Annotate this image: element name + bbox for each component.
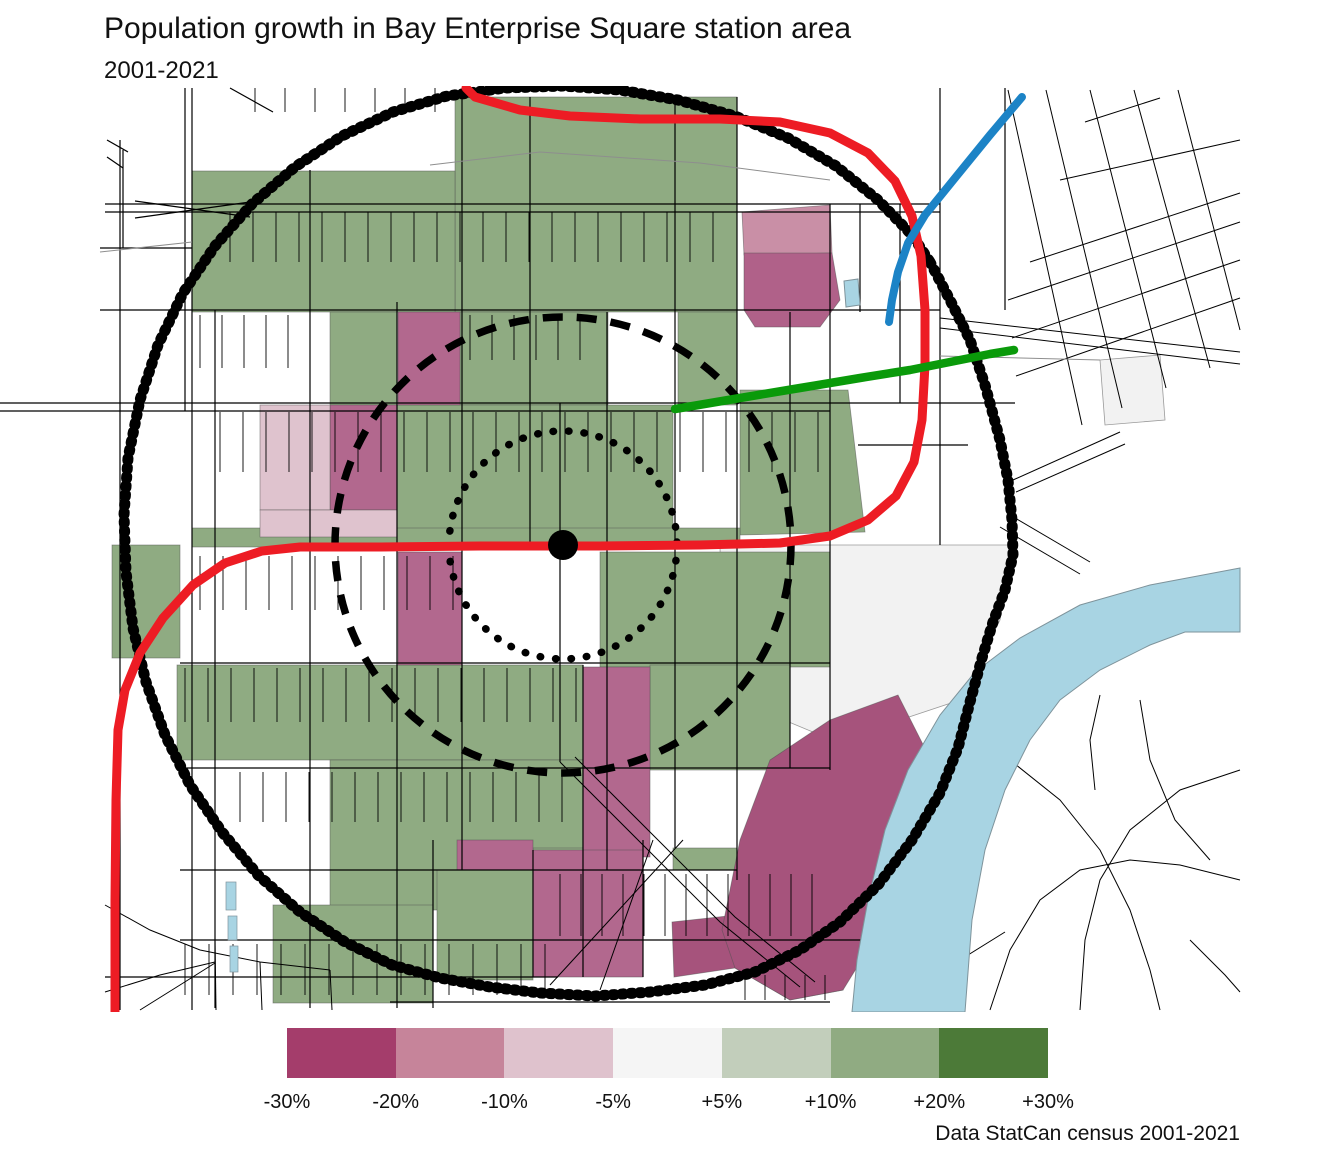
street (329, 969, 333, 1011)
street (1012, 431, 1121, 481)
tract-growth (329, 311, 398, 406)
street (1029, 192, 1241, 263)
street (1133, 89, 1211, 369)
tract-boundary (429, 151, 831, 181)
street (1007, 221, 1241, 301)
tract-decline (743, 252, 841, 328)
street (574, 756, 816, 983)
legend-swatch-bin-+10-+20 (830, 1028, 940, 1078)
tract-growth (459, 311, 609, 406)
tract-flat (1099, 354, 1166, 426)
street (1015, 443, 1126, 493)
tract-growth (672, 847, 738, 871)
street (1189, 939, 1241, 993)
legend-swatch-bin--10--5 (504, 1028, 614, 1078)
street (989, 859, 1241, 1011)
pond (843, 278, 861, 308)
tract-growth (599, 551, 831, 668)
tract-growth (436, 869, 534, 981)
tract-growth (649, 664, 791, 771)
tract-boundary (99, 241, 193, 253)
legend-tick-label: +10% (804, 1091, 857, 1113)
tract-growth (739, 389, 866, 536)
street (1007, 89, 1083, 426)
tract-decline (259, 509, 398, 538)
river (851, 567, 1241, 1012)
street (134, 201, 251, 219)
legend-tick-label: +20% (913, 1091, 966, 1113)
street (1059, 139, 1241, 181)
legend-swatch-bin--5-+5 (613, 1028, 722, 1078)
street (104, 904, 331, 971)
street (259, 961, 263, 1011)
street (1009, 514, 1091, 563)
street (1011, 259, 1241, 339)
tract-growth (176, 664, 584, 761)
tract-decline (532, 849, 644, 978)
street (104, 961, 216, 993)
map-layers (0, 86, 1244, 1012)
legend-tick-label: -5% (595, 1091, 631, 1113)
legend-color-bar (287, 1028, 1048, 1078)
street (549, 839, 684, 986)
legend-swatch-bin-+5-+10 (721, 1028, 831, 1078)
street (599, 839, 654, 991)
legend-tick-label: +30% (1022, 1091, 1074, 1113)
street (106, 156, 124, 169)
data-source-caption: Data StatCan census 2001-2021 (935, 1122, 1240, 1145)
tract-decline (456, 839, 534, 871)
street (1177, 89, 1241, 331)
stream (229, 945, 239, 973)
street (939, 327, 1241, 365)
street (1089, 694, 1101, 791)
street (139, 962, 216, 1011)
street (559, 761, 801, 988)
walkshed-outline-teeth (118, 86, 1019, 1002)
stream (227, 915, 238, 941)
legend-swatch-bin-+20-+30 (939, 1028, 1048, 1078)
page-subtitle: 2001-2021 (104, 57, 219, 84)
legend-tick-label: -10% (481, 1091, 528, 1113)
street (1045, 89, 1123, 409)
tract-growth (191, 170, 456, 313)
legend-swatch-bin--30--20 (287, 1028, 396, 1078)
tract-growth (396, 404, 674, 546)
blue-transit-line (885, 93, 1026, 326)
street (1079, 769, 1241, 1011)
legend-swatch-bin--20--10 (395, 1028, 505, 1078)
street (229, 87, 274, 113)
street (214, 939, 217, 1011)
legend-tick-label: +5% (701, 1091, 743, 1113)
street (1139, 699, 1211, 861)
page-title: Population growth in Bay Enterprise Squa… (104, 12, 852, 45)
street (106, 139, 129, 153)
legend-tick-label: -30% (263, 1091, 311, 1113)
street (939, 317, 1241, 353)
tract-decline (259, 404, 331, 511)
street (1015, 297, 1241, 377)
street (1089, 89, 1167, 389)
green-transit-line (670, 345, 1019, 414)
red-transit-line (110, 86, 930, 1012)
station-marker (548, 530, 578, 560)
street (134, 200, 251, 218)
legend-tick-label: -20% (372, 1091, 420, 1113)
stream (225, 881, 237, 911)
